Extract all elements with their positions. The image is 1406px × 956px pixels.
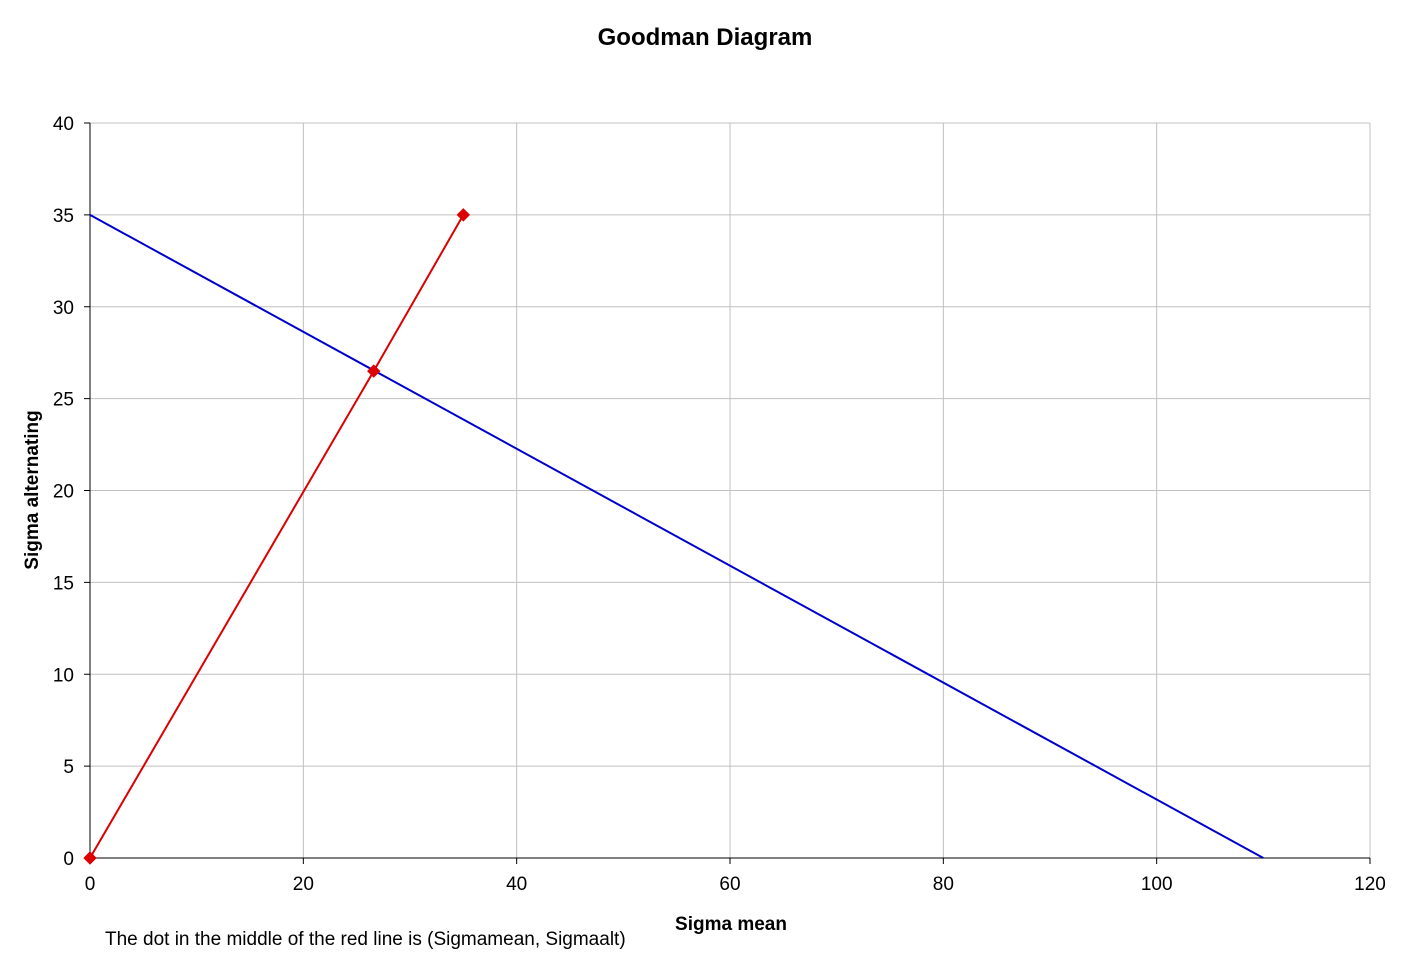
x-tick-label: 40 [506,874,527,895]
x-tick-label: 60 [719,874,740,895]
data-point-marker [83,851,97,865]
x-tick-label: 100 [1141,874,1173,895]
chart-note: The dot in the middle of the red line is… [105,929,626,950]
series-line-0 [89,213,1264,859]
x-tick-label: 0 [85,874,96,895]
y-tick-label: 5 [63,757,74,778]
tick-labels: 0 20 40 60 80 100 120 0 5 10 15 20 25 30 35 40 [53,114,1386,895]
y-tick-label: 10 [53,665,74,686]
data-point-marker [367,364,381,378]
y-tick-label: 0 [63,849,74,870]
y-tick-label: 40 [53,114,74,135]
y-tick-label: 15 [53,573,74,594]
x-tick-label: 20 [293,874,314,895]
data-series [83,208,1264,865]
x-tick-label: 80 [933,874,954,895]
y-tick-label: 20 [53,482,74,503]
x-tick-label: 120 [1354,874,1386,895]
y-tick-label: 25 [53,390,74,411]
y-tick-label: 35 [53,206,74,227]
grid-lines [90,122,1371,858]
x-axis-label: Sigma mean [675,914,787,935]
data-point-marker [456,208,471,222]
axes [84,122,1371,864]
series-line-1 [89,214,465,859]
chart-title: Goodman Diagram [598,24,813,51]
y-tick-label: 30 [53,298,74,319]
y-axis-label: Sigma alternating [22,410,43,569]
